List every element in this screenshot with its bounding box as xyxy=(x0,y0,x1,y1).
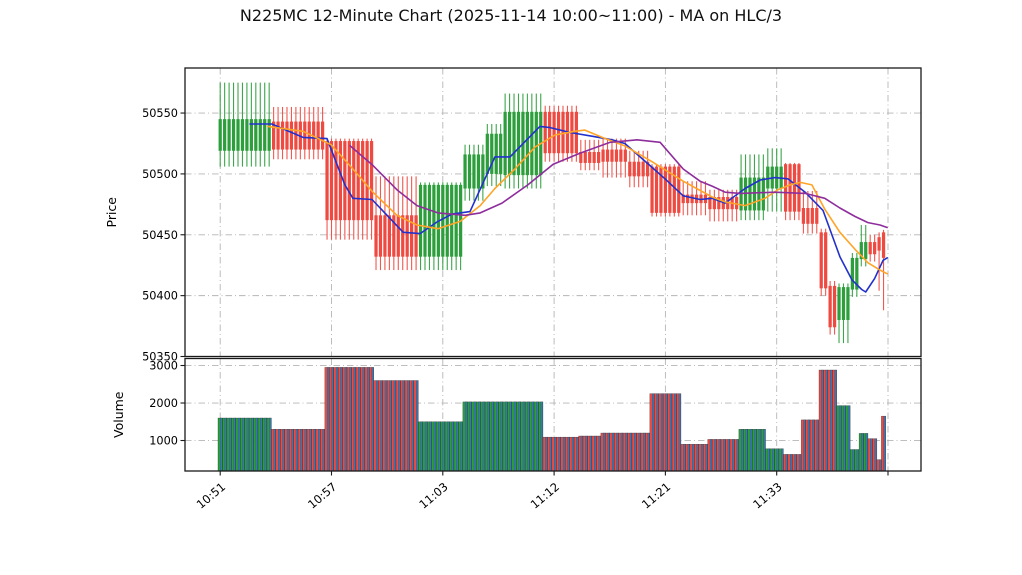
svg-text:50450: 50450 xyxy=(142,229,178,242)
svg-text:11:21: 11:21 xyxy=(639,480,673,512)
svg-text:10:51: 10:51 xyxy=(194,480,228,512)
svg-text:3000: 3000 xyxy=(149,360,178,373)
svg-text:10:57: 10:57 xyxy=(305,480,339,512)
ma-line-ma_purple xyxy=(349,139,888,229)
svg-text:50550: 50550 xyxy=(142,107,178,120)
svg-text:50400: 50400 xyxy=(142,290,178,303)
chart-title: N225MC 12-Minute Chart (2025-11-14 10:00… xyxy=(239,6,783,25)
candles xyxy=(218,82,886,344)
svg-text:11:03: 11:03 xyxy=(416,480,450,512)
ma-line-ma_blue xyxy=(249,123,888,293)
svg-text:1000: 1000 xyxy=(149,435,178,448)
price-axis-label: Price xyxy=(104,197,119,228)
svg-text:11:33: 11:33 xyxy=(750,480,784,512)
volume-axis-label: Volume xyxy=(111,391,126,438)
svg-text:50350: 50350 xyxy=(142,351,178,364)
panel-spines xyxy=(184,67,922,472)
svg-text:11:12: 11:12 xyxy=(528,480,562,512)
volume-bars xyxy=(217,367,886,472)
svg-text:50500: 50500 xyxy=(142,168,178,181)
svg-text:2000: 2000 xyxy=(149,397,178,410)
